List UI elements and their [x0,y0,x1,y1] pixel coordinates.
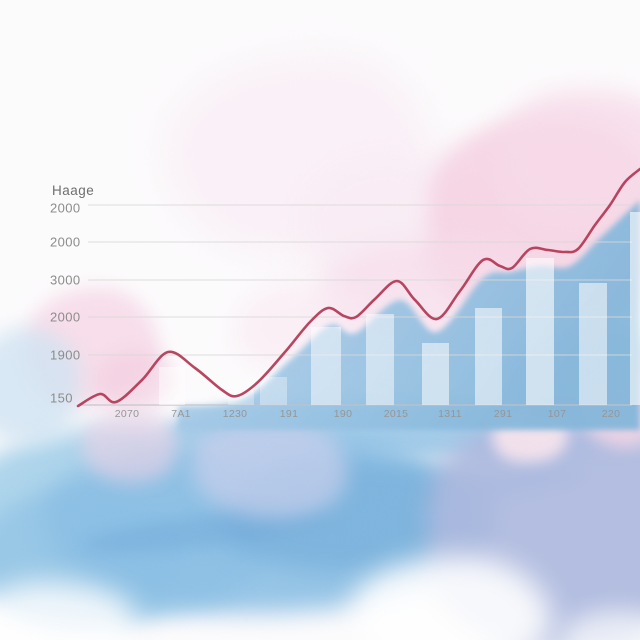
x-tick-label: 107 [547,408,567,420]
x-tick-label: 1311 [438,408,462,420]
y-tick-label: 3000 [50,272,81,288]
y-tick-label: 1900 [50,347,81,363]
x-tick-label: 7A1 [171,408,191,420]
y-axis-title: Haage [52,183,95,198]
y-tick-label: 2000 [50,234,81,250]
x-tick-label: 220 [601,408,621,420]
x-tick-label: 190 [333,408,353,420]
x-tick-label: 291 [493,408,513,420]
y-tick-label: 150 [50,390,73,406]
x-tick-label: 2070 [114,408,140,420]
y-tick-label: 2000 [50,309,81,325]
y-tick-label: 2000 [50,200,81,216]
x-tick-label: 1230 [222,408,248,420]
x-tick-label: 191 [279,408,299,420]
x-tick-label: 2015 [383,408,409,420]
